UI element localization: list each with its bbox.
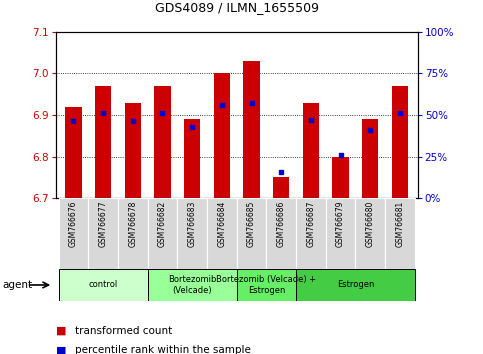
Text: Bortezomib
(Velcade): Bortezomib (Velcade) [168,275,216,295]
Bar [65,107,82,198]
Bar [392,86,408,198]
Bar [237,269,296,301]
Bar [296,269,415,301]
Bar [273,177,289,198]
Bar [88,198,118,269]
Bar [207,198,237,269]
Text: Bortezomib (Velcade) +
Estrogen: Bortezomib (Velcade) + Estrogen [216,275,316,295]
Bar [355,198,385,269]
Text: GSM766679: GSM766679 [336,200,345,247]
Text: GSM766678: GSM766678 [128,200,137,247]
Bar [118,198,148,269]
Text: GDS4089 / ILMN_1655509: GDS4089 / ILMN_1655509 [155,1,319,14]
Bar [154,86,170,198]
Bar [125,103,141,198]
Text: Estrogen: Estrogen [337,280,374,290]
Bar [303,103,319,198]
Bar [177,198,207,269]
Bar [148,269,237,301]
Bar [326,198,355,269]
Bar [266,198,296,269]
Bar [184,119,200,198]
Text: transformed count: transformed count [75,326,172,336]
Text: ■: ■ [56,346,70,354]
Bar [58,198,88,269]
Text: GSM766687: GSM766687 [306,200,315,247]
Bar [243,61,260,198]
Bar [332,157,349,198]
Bar [58,269,148,301]
Bar [385,198,415,269]
Text: ■: ■ [56,326,70,336]
Text: GSM766682: GSM766682 [158,200,167,247]
Text: GSM766681: GSM766681 [396,200,404,247]
Bar [148,198,177,269]
Bar [213,74,230,198]
Text: GSM766685: GSM766685 [247,200,256,247]
Text: percentile rank within the sample: percentile rank within the sample [75,346,251,354]
Bar [95,86,111,198]
Text: GSM766683: GSM766683 [187,200,197,247]
Text: control: control [88,280,118,290]
Bar [362,119,379,198]
Text: GSM766676: GSM766676 [69,200,78,247]
Text: agent: agent [2,280,32,290]
Text: GSM766677: GSM766677 [99,200,108,247]
Text: GSM766686: GSM766686 [277,200,286,247]
Bar [296,198,326,269]
Text: GSM766680: GSM766680 [366,200,375,247]
Bar [237,198,266,269]
Text: GSM766684: GSM766684 [217,200,227,247]
